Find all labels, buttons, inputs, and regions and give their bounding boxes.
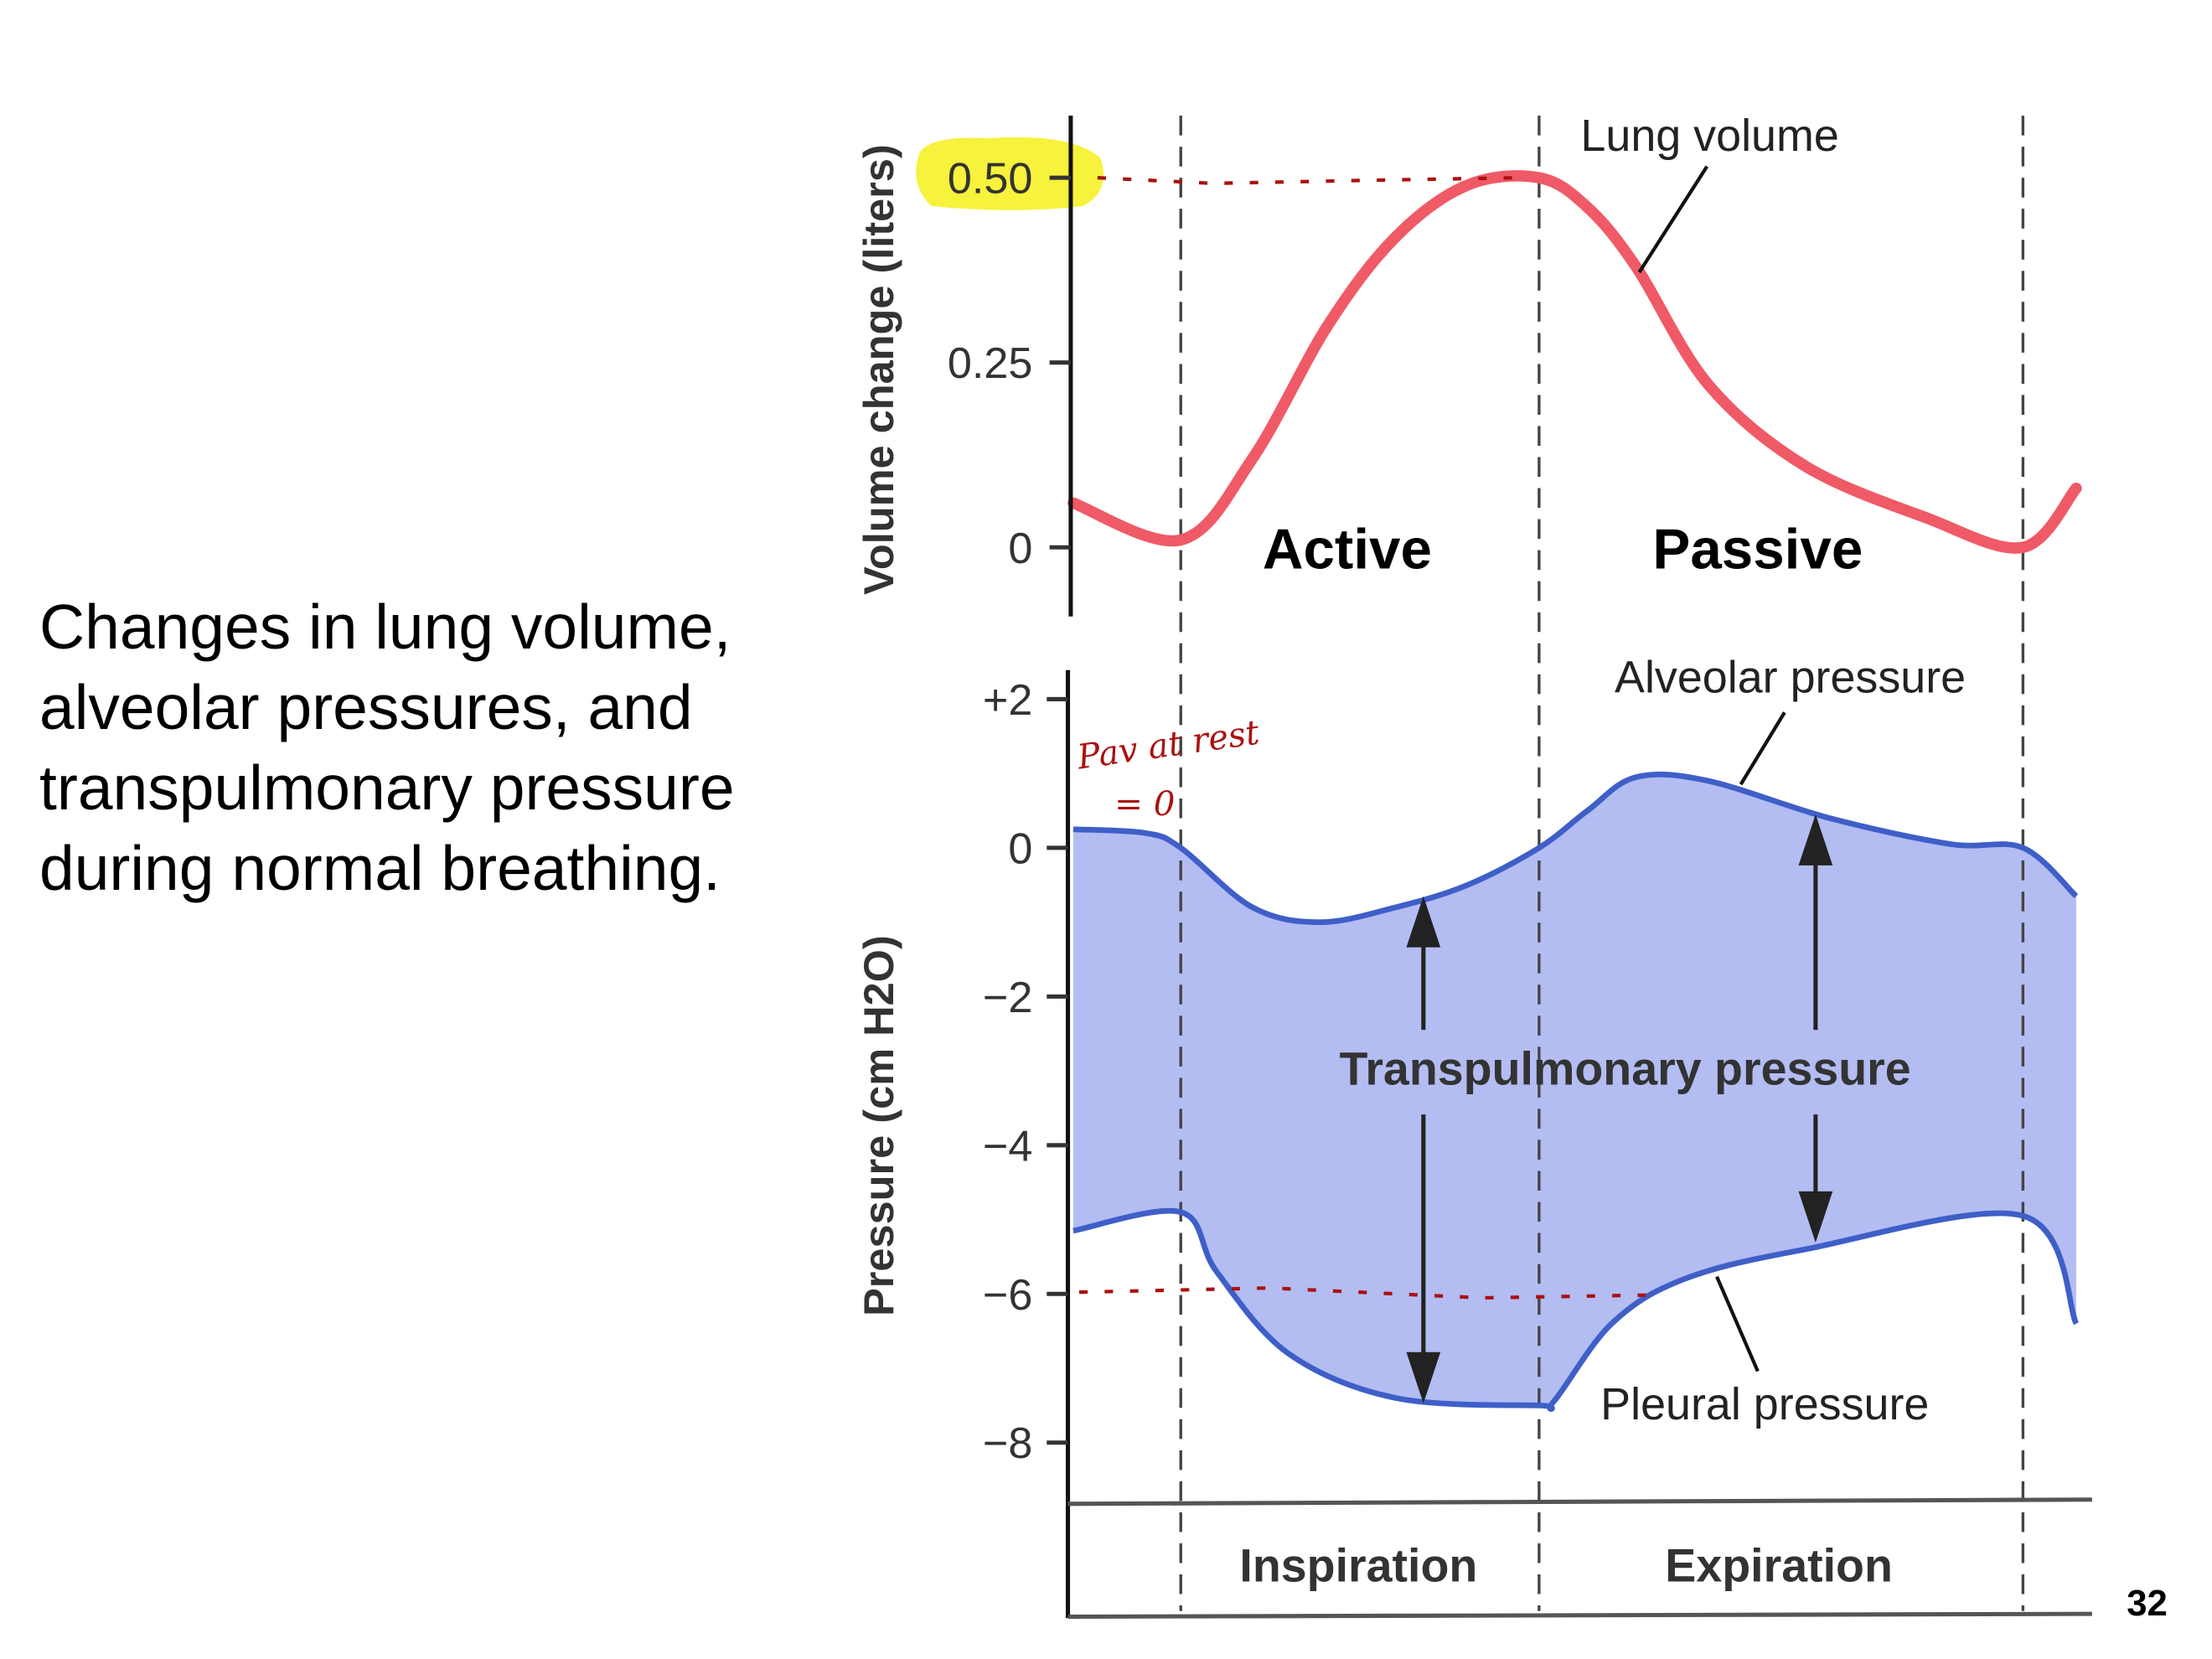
phase-label-passive: Passive <box>1652 519 1863 581</box>
slide-caption: Changes in lung volume, alveolar pressur… <box>39 587 735 908</box>
legend-alveolar-pressure: Alveolar pressure <box>1615 653 1966 703</box>
lung-volume-leader <box>1637 165 1709 274</box>
pressure-tick-label: 0 <box>1008 824 1032 873</box>
arrow-head-icon <box>1406 896 1441 948</box>
page-number: 32 <box>2127 1583 2168 1624</box>
handwritten-note: = 0 <box>1114 783 1175 824</box>
arrow-head-icon <box>1406 1351 1441 1403</box>
pleural-pressure-line <box>1072 1207 2080 1413</box>
arrow-head-icon <box>1798 814 1833 866</box>
transpulmonary-band <box>1072 774 2076 1409</box>
caption-line: Changes in lung volume, <box>39 592 731 662</box>
pressure-tick-label: −8 <box>983 1419 1033 1468</box>
phase-label-active: Active <box>1263 519 1432 581</box>
lung-volume-line <box>1067 170 2082 554</box>
arrow-head-icon <box>1798 1191 1833 1243</box>
handwritten-dotted-line <box>1097 176 1517 185</box>
legend-pleural-pressure: Pleural pressure <box>1600 1379 1929 1429</box>
legend-lung-volume: Lung volume <box>1580 111 1838 161</box>
phase-row-bottom-border <box>1067 1611 2092 1620</box>
pressure-tick-label: +2 <box>983 676 1033 725</box>
caption-line: during normal breathing. <box>39 833 721 903</box>
pressure-tick-label: −2 <box>983 974 1033 1022</box>
alveolar-pressure-line <box>1072 771 2079 925</box>
pressure-tick-label: −6 <box>983 1271 1033 1320</box>
pleural-leader <box>1715 1275 1760 1372</box>
caption-line: transpulmonary pressure <box>39 752 735 823</box>
phase-label-inspiration: Inspiration <box>1239 1539 1477 1591</box>
caption-line: alveolar pressures, and <box>39 672 693 742</box>
volume-tick-label: 0.50 <box>948 155 1033 204</box>
pressure-tick-label: −4 <box>983 1122 1033 1171</box>
handwritten-dotted-line <box>1078 1286 1651 1300</box>
volume-axis-label: Volume change (liters) <box>855 144 902 595</box>
transpulmonary-label: Transpulmonary pressure <box>1339 1043 1910 1095</box>
volume-tick-label: 0.25 <box>948 339 1033 388</box>
alveolar-leader <box>1739 711 1786 786</box>
volume-tick-label: 0 <box>1008 525 1032 573</box>
pressure-axis-label: Pressure (cm H2O) <box>855 935 902 1316</box>
phase-row-top-border <box>1067 1497 2092 1507</box>
yellow-highlight <box>916 137 1104 210</box>
handwritten-note: Pav at rest <box>1074 711 1263 777</box>
phase-label-expiration: Expiration <box>1665 1539 1893 1591</box>
